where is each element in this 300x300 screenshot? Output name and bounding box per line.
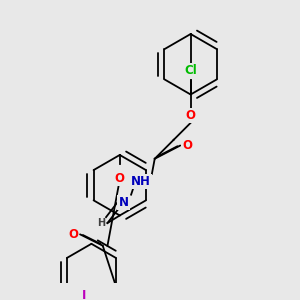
Text: N: N	[118, 196, 128, 209]
Text: H: H	[98, 218, 106, 228]
Text: Cl: Cl	[184, 64, 197, 77]
Text: O: O	[68, 228, 78, 241]
Text: I: I	[82, 289, 87, 300]
Text: O: O	[186, 109, 196, 122]
Text: O: O	[182, 139, 192, 152]
Text: O: O	[115, 172, 125, 185]
Text: NH: NH	[130, 175, 151, 188]
